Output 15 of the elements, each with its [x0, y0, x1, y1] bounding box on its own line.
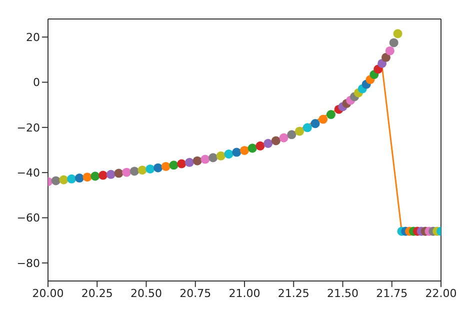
x-tick-label: 20.25: [81, 286, 113, 300]
x-tick-label: 20.00: [32, 286, 64, 300]
y-tick-label: 0: [33, 76, 40, 90]
y-tick-label: 20: [26, 30, 40, 44]
x-tick-label: 22.00: [425, 286, 457, 300]
x-tick-label: 21.75: [376, 286, 408, 300]
x-tick-label: 21.00: [228, 286, 260, 300]
y-tick-label: −60: [16, 212, 40, 225]
y-tick-label: −40: [16, 166, 40, 180]
x-tick-label: 20.75: [180, 286, 212, 300]
x-tick-label: 21.25: [278, 286, 310, 300]
y-tick-label: −80: [16, 256, 40, 270]
x-tick-label: 21.50: [327, 286, 358, 300]
y-tick-label: −20: [16, 121, 40, 134]
x-tick-label: 20.50: [130, 286, 162, 300]
